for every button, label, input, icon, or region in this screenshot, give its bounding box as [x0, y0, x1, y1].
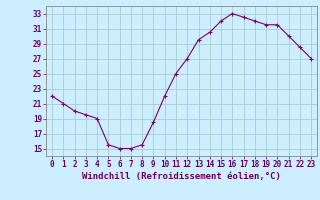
X-axis label: Windchill (Refroidissement éolien,°C): Windchill (Refroidissement éolien,°C) — [82, 172, 281, 181]
